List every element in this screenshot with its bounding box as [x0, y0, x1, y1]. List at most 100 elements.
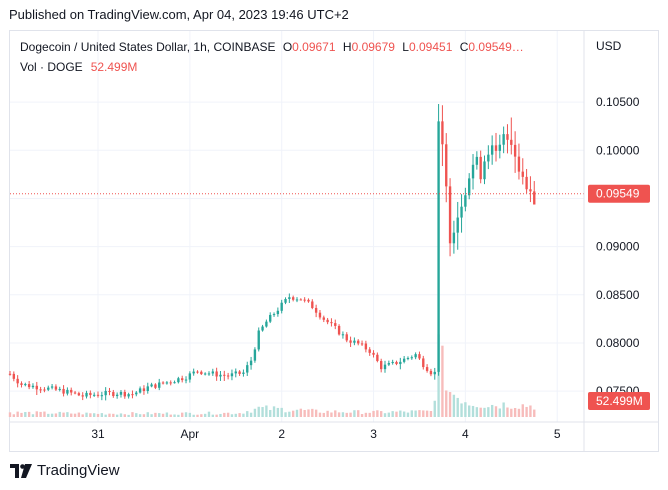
- candle-body: [27, 384, 31, 388]
- volume-bar: [104, 414, 107, 417]
- candle-body: [483, 161, 486, 180]
- candle-body: [284, 299, 287, 303]
- volume-bar: [311, 408, 314, 417]
- candle-body: [54, 386, 58, 390]
- candle-body: [39, 389, 42, 391]
- candle-body: [150, 384, 153, 387]
- candle-body: [525, 176, 528, 190]
- volume-bar: [456, 397, 459, 417]
- candle-body: [16, 378, 19, 384]
- candle-body: [314, 307, 318, 313]
- x-tick-label: 2: [278, 427, 285, 441]
- candle-body: [510, 139, 513, 145]
- candle-body: [96, 394, 100, 396]
- volume-bar: [284, 412, 287, 417]
- volume-bar: [345, 412, 348, 417]
- volume-bar: [119, 413, 123, 417]
- volume-bar: [200, 414, 203, 417]
- candle-body: [177, 378, 180, 383]
- volume-bar: [441, 345, 444, 417]
- volume-bar: [54, 413, 58, 417]
- candle-body: [326, 319, 329, 323]
- y-tick-label: 0.10000: [596, 143, 640, 157]
- tradingview-logo[interactable]: TradingView: [10, 462, 120, 479]
- candle-body: [364, 343, 368, 350]
- volume-bar: [261, 407, 264, 417]
- chart-panel[interactable]: [9, 30, 659, 452]
- candle-body: [242, 372, 245, 374]
- volume-bar: [383, 413, 387, 417]
- candle-body: [288, 297, 291, 300]
- volume-bar: [173, 414, 176, 417]
- volume-bar: [291, 410, 295, 417]
- candle-body: [330, 322, 333, 324]
- last-price-badge: [588, 184, 650, 203]
- volume-bar: [35, 411, 38, 417]
- close-value: 0.09549…: [468, 40, 524, 54]
- volume-bar: [506, 407, 509, 417]
- candle-body: [207, 373, 211, 375]
- volume-bar: [169, 414, 172, 417]
- x-tick-label: 5: [554, 427, 561, 441]
- volume-bar: [150, 414, 153, 417]
- candle-body: [391, 361, 394, 364]
- candle-body: [47, 387, 50, 390]
- volume-bar: [207, 411, 211, 417]
- candle-body: [24, 384, 27, 386]
- candle-body: [31, 385, 35, 388]
- candle-body: [131, 394, 134, 396]
- candle-body: [464, 195, 467, 207]
- candle-body: [58, 388, 61, 390]
- candle-body: [498, 144, 501, 151]
- volume-bar: [70, 413, 73, 417]
- volume-bar: [357, 410, 360, 417]
- candle-body: [100, 395, 104, 397]
- volume-bar: [27, 411, 31, 417]
- volume-bar: [100, 413, 104, 417]
- candle-body: [196, 371, 199, 373]
- candle-body: [115, 394, 119, 397]
- volume-bar: [62, 412, 65, 417]
- volume-bar: [112, 413, 115, 417]
- candle-body: [142, 388, 146, 391]
- candle-body: [81, 395, 84, 397]
- volume-bar: [464, 402, 467, 417]
- volume-bar: [483, 407, 486, 417]
- candle-body: [43, 389, 46, 391]
- volume-bar: [123, 414, 126, 417]
- volume-bar: [280, 407, 283, 417]
- candle-body: [487, 154, 490, 162]
- volume-bar: [226, 412, 230, 417]
- candle-body: [349, 340, 352, 343]
- candle-body: [50, 386, 54, 388]
- candle-body: [108, 390, 111, 393]
- volume-bar: [272, 406, 276, 417]
- open-label: O: [282, 40, 293, 54]
- candle-body: [433, 371, 436, 375]
- candle-body: [261, 326, 264, 331]
- candle-body: [219, 374, 222, 377]
- candle-body: [452, 232, 456, 244]
- candle-body: [368, 349, 371, 353]
- y-tick-label: 0.09000: [596, 240, 640, 254]
- candle-body: [169, 382, 172, 384]
- volume-bar: [498, 408, 501, 417]
- candle-body: [383, 364, 387, 370]
- volume-bar: [475, 407, 479, 417]
- volume-bar: [295, 409, 299, 417]
- volume-bar: [230, 414, 234, 417]
- candle-body: [291, 297, 295, 300]
- candle-body: [494, 145, 498, 151]
- candle-body: [468, 178, 471, 196]
- candle-body: [272, 314, 276, 316]
- volume-bar: [303, 410, 306, 417]
- candle-body: [93, 394, 96, 396]
- candle-body: [20, 383, 23, 385]
- volume-bar: [448, 392, 452, 417]
- volume-bar: [422, 410, 425, 417]
- candle-body: [226, 375, 230, 377]
- volume-bar: [211, 414, 214, 417]
- candle-body: [253, 349, 257, 361]
- volume-bar: [93, 413, 96, 417]
